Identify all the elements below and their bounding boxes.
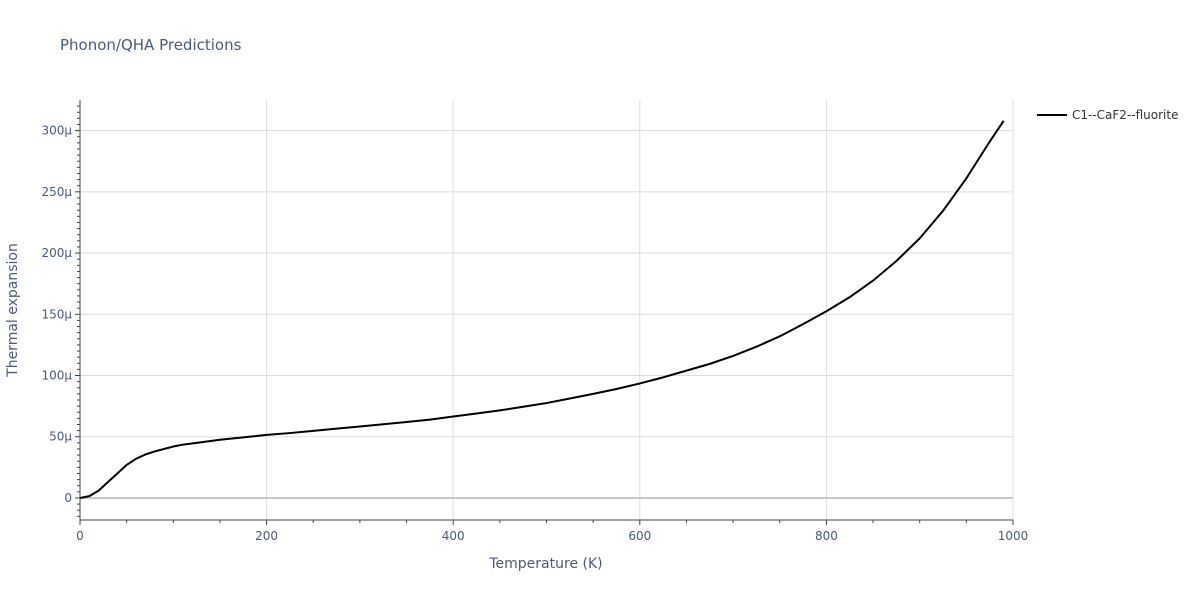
y-tick-label-3: 150µ: [41, 307, 72, 321]
series-line-0[interactable]: [79, 120, 1005, 499]
y-tick-label-4: 200µ: [41, 246, 72, 260]
y-tick-label-1: 50µ: [49, 430, 72, 444]
x-tick-label-1: 200: [255, 529, 278, 543]
legend-label: C1--CaF2--fluorite: [1072, 108, 1178, 122]
y-tick-label-2: 100µ: [41, 369, 72, 383]
x-tick-label-2: 400: [442, 529, 465, 543]
y-tick-label-5: 250µ: [41, 185, 72, 199]
axes-layer: 0 200 400 600 800 1000 0 50µ 100µ 150µ 200µ 250µ 300…: [41, 100, 1028, 543]
x-tick-label-5: 1000: [998, 529, 1029, 543]
y-tick-label-6: 300µ: [41, 124, 72, 138]
series-layer: [79, 120, 1005, 499]
x-tick-label-0: 0: [76, 529, 84, 543]
legend[interactable]: C1--CaF2--fluorite: [1037, 108, 1178, 122]
y-axis-title: Thermal expansion: [5, 243, 21, 378]
y-tick-label-0: 0: [64, 491, 72, 505]
chart-title: Phonon/QHA Predictions: [60, 36, 242, 54]
x-tick-label-3: 600: [628, 529, 651, 543]
grid-layer: [80, 100, 1014, 520]
x-axis-title: Temperature (K): [488, 556, 602, 572]
x-tick-label-4: 800: [815, 529, 838, 543]
